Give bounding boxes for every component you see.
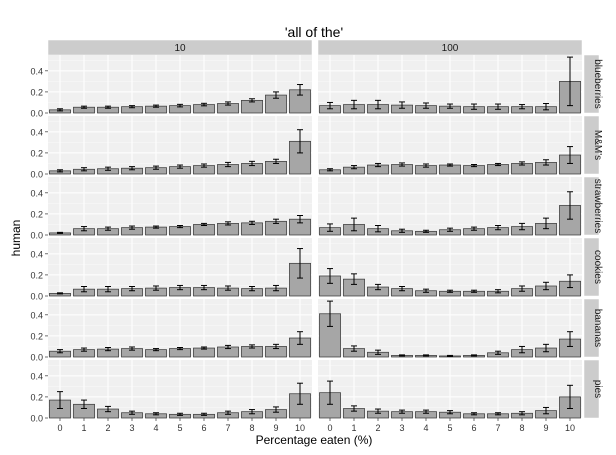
facet-row-strip-strawberries [583,176,600,236]
panel-cookies-10: 0.0 0.2 0.4 [30,238,312,302]
y-tick-label: 0.0 [30,292,43,302]
facet-row-label-strawberries: strawberries [592,179,603,233]
x-tick-label: 9 [543,423,548,433]
facet-row-strip-bananas [583,298,600,358]
x-tick-label: 2 [105,423,110,433]
y-tick-label: 0.2 [30,209,43,219]
panel-blueberries-10: 0.0 0.2 0.4 [30,55,312,119]
panel-bananas-10: 0.0 0.2 0.4 [30,299,312,363]
facet-row-strip-blueberries [583,54,600,114]
x-tick-label: 5 [447,423,452,433]
panel-strawberries-100 [318,177,582,236]
y-tick-label: 0.2 [30,87,43,97]
facet-row-label-m-m-s: M&M's [592,130,603,160]
x-tick-label: 3 [399,423,404,433]
facet-row-strip-m-m-s [583,115,600,175]
facet-row-label-bananas: bananas [592,309,603,347]
chart-title: 'all of the' [285,24,343,40]
x-tick-label: 6 [471,423,476,433]
x-tick-label: 4 [423,423,428,433]
y-tick-label: 0.0 [30,353,43,363]
panel-m-m-s-100 [318,116,582,175]
facet-row-label-cookies: cookies [592,250,603,284]
x-tick-label: 8 [249,423,254,433]
panel-blueberries-100 [318,55,582,114]
panel-pies-100: 0 1 2 3 4 5 6 7 8 9 10 [318,360,582,433]
x-tick-label: 2 [375,423,380,433]
y-tick-label: 0.2 [30,148,43,158]
x-tick-label: 7 [225,423,230,433]
panel-strawberries-10: 0.0 0.2 0.4 [30,177,312,241]
x-tick-label: 10 [565,423,575,433]
x-tick-label: 0 [57,423,62,433]
x-tick-label: 6 [201,423,206,433]
facet-row-strip-cookies [583,237,600,297]
x-tick-label: 3 [129,423,134,433]
y-tick-label: 0.2 [30,270,43,280]
x-tick-label: 8 [519,423,524,433]
y-tick-label: 0.4 [30,127,43,137]
facet-grid: 10 100blueberriesM&M'sstrawberriescookies… [30,39,603,433]
x-tick-label: 1 [81,423,86,433]
x-tick-label: 10 [295,423,305,433]
y-axis-title: human [9,220,23,257]
y-tick-label: 0.4 [30,310,43,320]
facet-column-label-100: 100 [442,43,459,54]
panel-pies-10: 0.0 0.2 0.4 0 1 2 3 4 5 6 7 8 9 10 [30,360,312,433]
x-tick-label: 0 [327,423,332,433]
x-tick-label: 9 [273,423,278,433]
facet-row-strip-pies [583,359,600,419]
y-tick-label: 0.4 [30,371,43,381]
y-tick-label: 0.0 [30,414,43,424]
bar [193,224,215,236]
x-tick-label: 7 [495,423,500,433]
panel-cookies-100 [318,238,582,297]
y-tick-label: 0.4 [30,188,43,198]
facet-column-label-10: 10 [174,43,186,54]
x-tick-label: 1 [351,423,356,433]
facet-row-label-pies: pies [592,380,603,398]
y-tick-label: 0.2 [30,331,43,341]
y-tick-label: 0.4 [30,249,43,259]
x-tick-label: 5 [177,423,182,433]
y-tick-label: 0.0 [30,170,43,180]
x-tick-label: 4 [153,423,158,433]
facet-row-label-blueberries: blueberries [592,59,603,108]
panel-bananas-100 [318,299,582,358]
x-axis-title: Percentage eaten (%) [256,433,373,447]
y-tick-label: 0.4 [30,66,43,76]
y-tick-label: 0.0 [30,109,43,119]
y-tick-label: 0.0 [30,231,43,241]
y-tick-label: 0.2 [30,392,43,402]
panel-m-m-s-10: 0.0 0.2 0.4 [30,116,312,180]
